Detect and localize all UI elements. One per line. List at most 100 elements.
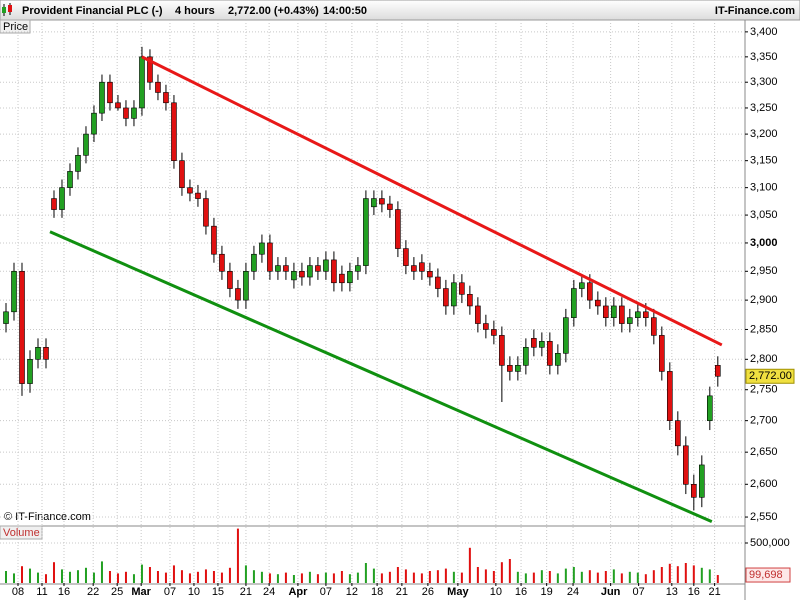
plot: 08 11 16 22 25 Mar 07 10 15 21 24 Apr 07 12 18 21 26 May 1… [0,20,795,598]
candle-body [59,187,65,210]
y2-tick-label: 500,000 [750,537,790,549]
x-tick-label: 07 [320,586,332,598]
volume-bar [660,567,663,583]
y-tick-label: 3,350 [750,51,778,63]
volume-bar [708,569,711,583]
y-tick-label: 2,850 [750,323,778,335]
volume-bar [44,574,47,583]
y-tick-label: 2,700 [750,415,778,427]
candle-body [387,203,393,210]
candle-body [115,102,121,109]
volume-bar [588,570,591,583]
x-tick-label: 07 [164,586,176,598]
volume-bar [148,567,151,583]
candle-body [99,81,105,114]
candle-body [307,265,313,278]
x-tick-label: 22 [87,586,99,598]
candle-body [467,294,473,307]
header-time: 14:00:50 [323,5,367,17]
volume-bar [228,567,231,583]
volume-bar [164,572,167,583]
volume-bar [484,569,487,583]
x-tick-label: 10 [188,586,200,598]
candle-body [323,259,329,272]
candle-body [683,445,689,485]
y-tick-label: 3,300 [750,76,778,88]
candle-body [43,347,49,360]
candle-body [147,56,153,83]
volume-bar [172,565,175,583]
volume-bar [100,561,103,583]
candle-body [203,198,209,227]
volume-bar [676,566,679,583]
volume-bar [276,574,279,583]
candle-body [715,365,721,377]
candle-body [707,395,713,421]
candle-body [291,270,297,281]
candle-body [491,329,497,336]
price-pane-label: Price [3,21,28,33]
volume-bar [324,572,327,583]
x-tick-label: May [447,586,469,598]
candle-body [347,270,353,284]
volume-bar [596,572,599,583]
candle-body [403,248,409,266]
y-tick-label: 2,800 [750,353,778,365]
volume-bar [20,566,23,583]
volume-bar [564,568,567,583]
last-price-box [745,368,795,384]
candle-body [611,305,617,318]
candle-body [251,253,257,272]
volume-bar [212,571,215,583]
volume-bar [612,569,615,583]
volume-bar [292,575,295,583]
candle-body [523,347,529,366]
volume-bar [444,568,447,583]
x-tick-label: Mar [131,586,151,598]
candle-body [699,464,705,498]
x-tick-label: 15 [212,586,224,598]
volume-bar [604,571,607,583]
volume-bar [260,571,263,583]
y-tick-label: 3,100 [750,182,778,194]
x-tick-label: 16 [515,586,527,598]
header-brand: IT-Finance.com [715,5,795,17]
candle-body [483,323,489,330]
y-tick-label: 2,750 [750,384,778,396]
volume-bar [556,573,559,583]
volume-bar [652,570,655,583]
candle-body [451,282,457,307]
volume-bar [380,573,383,583]
volume-bar [572,567,575,583]
candle-body [675,420,681,447]
candle-body [235,288,241,301]
x-tick-label: 10 [490,586,502,598]
volume-bar [364,563,367,583]
candle-body [539,341,545,348]
x-tick-label: 11 [36,586,47,598]
candle-body [259,242,265,255]
y-tick-label: 3,250 [750,102,778,114]
candle-body [155,81,161,93]
volume-bar [452,571,455,583]
candle-body [427,270,433,278]
logo [2,3,12,16]
volume-bar [188,573,191,583]
volume-bar [156,571,159,583]
candle-body [267,242,273,272]
x-tick-label: Jun [601,586,621,598]
volume-bar [580,571,583,583]
candle-body [635,311,641,318]
volume-bar [548,571,551,583]
volume-bar [532,572,535,583]
trendline [141,55,723,347]
x-tick-label: 19 [541,586,553,598]
volume-bar [420,573,423,583]
candle-body [475,305,481,324]
candle-body [499,335,505,366]
volume-bar [620,573,623,583]
candle-body [227,270,233,289]
candle-body [531,338,537,348]
volume-bar [476,567,479,583]
candle-body [339,273,345,284]
